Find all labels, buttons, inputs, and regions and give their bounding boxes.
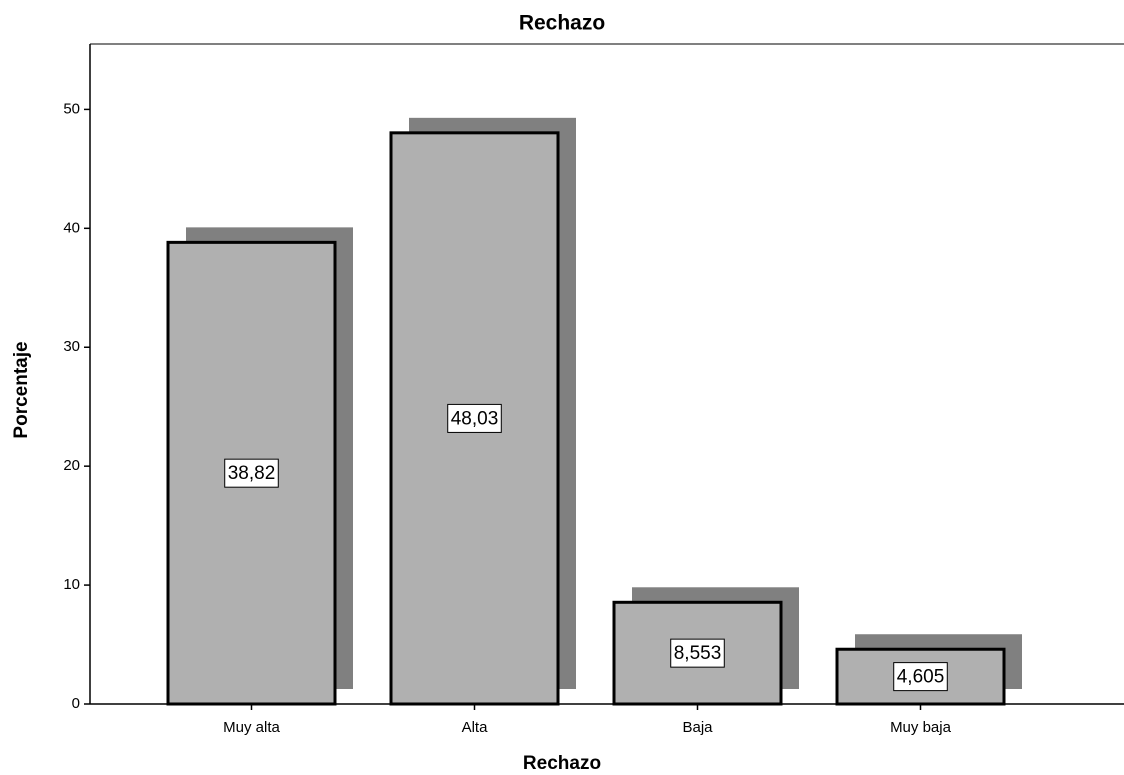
value-label: 4,605 (897, 667, 945, 688)
y-tick-label: 20 (63, 457, 80, 474)
value-label: 38,82 (228, 463, 276, 484)
x-tick-label: Alta (462, 719, 489, 736)
value-label: 48,03 (451, 408, 499, 429)
y-tick-label: 0 (72, 695, 80, 712)
x-tick-label: Baja (682, 719, 713, 736)
value-label-box (893, 662, 948, 692)
y-tick-label: 10 (63, 576, 80, 593)
x-tick-label: Muy alta (223, 719, 280, 736)
y-tick-label: 30 (63, 338, 80, 355)
value-label-box (447, 403, 502, 433)
y-tick-label: 40 (63, 219, 80, 236)
value-label-box (670, 638, 725, 668)
value-label: 8,553 (674, 643, 722, 664)
y-tick-label: 50 (63, 100, 80, 117)
chart-title: Rechazo (519, 12, 605, 35)
y-axis-title: Porcentaje (11, 341, 32, 438)
value-label-box (224, 458, 279, 488)
x-tick-label: Muy baja (890, 719, 952, 736)
x-axis-title: Rechazo (523, 753, 601, 774)
